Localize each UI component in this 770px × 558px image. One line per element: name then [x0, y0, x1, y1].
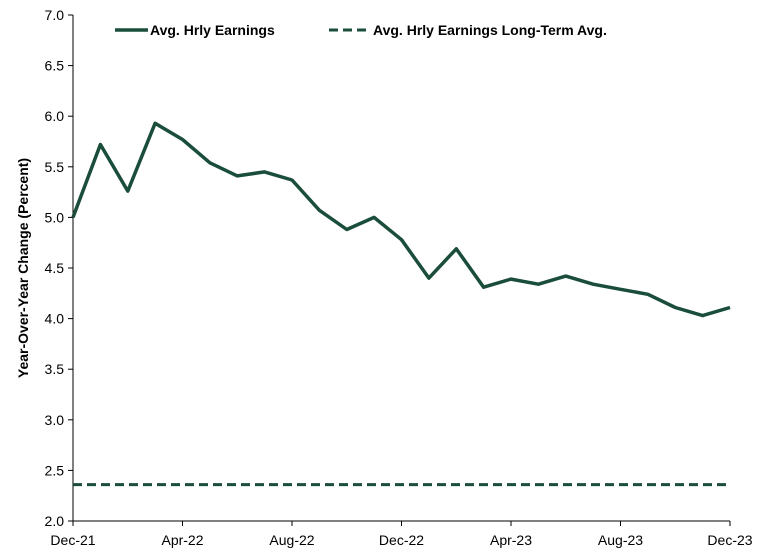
y-tick-label: 4.5	[45, 260, 65, 276]
y-tick-label: 4.0	[45, 311, 65, 327]
legend-label-avg-hrly-earnings: Avg. Hrly Earnings	[150, 22, 275, 38]
series-line-avg-hrly-earnings	[71, 121, 731, 318]
legend: Avg. Hrly Earnings Avg. Hrly Earnings Lo…	[115, 22, 607, 38]
y-tick-label: 3.5	[45, 361, 65, 377]
y-tick-label: 2.0	[45, 513, 65, 529]
legend-label-long-term-avg: Avg. Hrly Earnings Long-Term Avg.	[373, 22, 607, 38]
y-axis-ticks: 2.0 2.5 3.0 3.5 4.0 4.5 5.0 5.5 6.0 6.5 7.0	[45, 7, 73, 529]
y-tick-label: 5.5	[45, 159, 65, 175]
x-tick-label: Apr-23	[490, 532, 532, 548]
y-tick-label: 2.5	[45, 462, 65, 478]
y-tick-label: 3.0	[45, 412, 65, 428]
y-axis-title: Year-Over-Year Change (Percent)	[15, 158, 31, 378]
y-tick-label: 5.0	[45, 209, 65, 225]
x-tick-label: Dec-22	[379, 532, 424, 548]
series-layer	[71, 121, 731, 487]
x-axis-ticks: Dec-21 Apr-22 Aug-22 Dec-22 Apr-23 Aug-23 Dec-…	[50, 521, 753, 548]
x-tick-label: Dec-23	[707, 532, 752, 548]
x-tick-label: Dec-21	[50, 532, 95, 548]
x-tick-label: Aug-23	[598, 532, 643, 548]
y-tick-label: 6.5	[45, 58, 65, 74]
x-tick-label: Apr-22	[161, 532, 203, 548]
y-tick-label: 7.0	[45, 7, 65, 23]
y-tick-label: 6.0	[45, 108, 65, 124]
x-tick-label: Aug-22	[269, 532, 314, 548]
plot-area: 2.0 2.5 3.0 3.5 4.0 4.5 5.0 5.5 6.0 6.5 7.0 Dec-21…	[45, 7, 753, 548]
